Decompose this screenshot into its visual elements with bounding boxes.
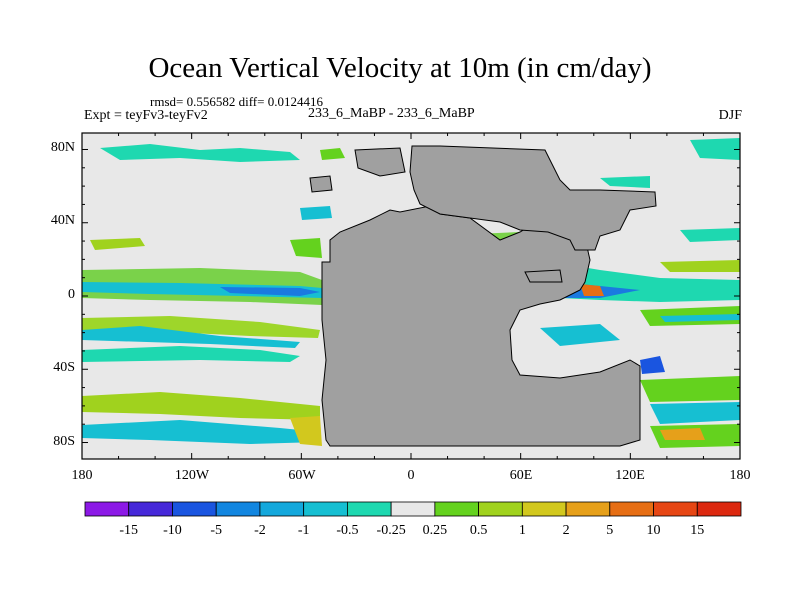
season-label: DJF xyxy=(718,108,742,123)
colorbar-label: 15 xyxy=(690,523,704,538)
lat-label: 80S xyxy=(53,434,75,449)
velocity-field xyxy=(82,392,320,420)
velocity-field xyxy=(660,428,705,440)
continent-west xyxy=(321,205,641,447)
velocity-field xyxy=(320,148,345,160)
colorbar-label: -1 xyxy=(298,523,310,538)
lat-label: 40S xyxy=(53,360,75,375)
map-panel xyxy=(82,133,740,459)
colorbar-swatch xyxy=(478,501,523,517)
velocity-field xyxy=(290,416,322,446)
velocity-field xyxy=(600,176,650,188)
velocity-field xyxy=(290,238,322,258)
velocity-field xyxy=(82,420,320,444)
colorbar xyxy=(84,501,742,517)
colorbar-swatch xyxy=(303,501,348,517)
experiment-label: Expt = teyFv3-teyFv2 xyxy=(84,108,208,123)
colorbar-swatch xyxy=(521,501,567,517)
velocity-field xyxy=(82,316,320,338)
colorbar-swatch xyxy=(215,501,261,517)
velocity-field xyxy=(100,144,300,162)
colorbar-swatch xyxy=(346,501,392,517)
island xyxy=(524,269,563,283)
velocity-field xyxy=(640,356,665,374)
velocity-field xyxy=(660,314,740,322)
continent-north xyxy=(409,145,657,251)
colorbar-swatch xyxy=(84,501,130,517)
colorbar-swatch xyxy=(390,501,436,517)
colorbar-label: 0.5 xyxy=(470,523,488,538)
island xyxy=(354,147,406,177)
velocity-field xyxy=(650,402,740,424)
colorbar-swatch xyxy=(653,501,698,517)
lon-label: 60E xyxy=(510,468,533,483)
colorbar-label: 10 xyxy=(647,523,661,538)
colorbar-swatch xyxy=(259,501,305,517)
velocity-field xyxy=(640,376,740,402)
colorbar-swatch xyxy=(434,501,480,517)
lon-label: 60W xyxy=(288,468,316,483)
stats-label: rmsd= 0.556582 diff= 0.0124416 xyxy=(150,94,323,109)
velocity-field xyxy=(300,206,332,220)
colorbar-swatch xyxy=(565,501,611,517)
colorbar-label: 5 xyxy=(606,523,613,538)
colorbar-label: -5 xyxy=(210,523,222,538)
colorbar-swatch xyxy=(128,501,173,517)
lon-label: 180 xyxy=(72,468,93,483)
velocity-field xyxy=(680,228,740,242)
lat-label: 40N xyxy=(51,213,75,228)
colorbar-label: -2 xyxy=(254,523,266,538)
colorbar-label: -0.5 xyxy=(336,523,358,538)
lon-label: 0 xyxy=(408,468,415,483)
axis-ticks xyxy=(81,133,741,459)
velocity-field xyxy=(660,260,740,272)
colorbar-label: -0.25 xyxy=(377,523,406,538)
colorbar-swatch xyxy=(172,501,217,517)
velocity-field xyxy=(82,346,300,362)
lat-label: 0 xyxy=(68,287,75,302)
colorbar-label: 1 xyxy=(519,523,526,538)
colorbar-labels: -15 -10 -5 -2 -1 -0.5 -0.25 0.25 0.5 1 2 5 10 15 xyxy=(119,523,704,538)
lat-label: 80N xyxy=(51,140,75,155)
velocity-field xyxy=(220,287,320,296)
lon-label: 120E xyxy=(615,468,645,483)
lon-label: 120W xyxy=(175,468,210,483)
colorbar-swatch xyxy=(696,501,742,517)
plot-title: Ocean Vertical Velocity at 10m (in cm/da… xyxy=(148,52,652,84)
case-label: 233_6_MaBP - 233_6_MaBP xyxy=(308,106,475,121)
velocity-field xyxy=(540,324,620,346)
velocity-field xyxy=(90,238,145,250)
velocity-field xyxy=(580,284,604,296)
colorbar-label: 2 xyxy=(563,523,570,538)
lon-label: 180 xyxy=(730,468,751,483)
island xyxy=(309,175,333,193)
colorbar-swatch xyxy=(609,501,654,517)
velocity-field xyxy=(690,138,740,160)
colorbar-label: -15 xyxy=(119,523,138,538)
colorbar-label: 0.25 xyxy=(423,523,448,538)
colorbar-label: -10 xyxy=(163,523,182,538)
velocity-field xyxy=(82,326,300,348)
